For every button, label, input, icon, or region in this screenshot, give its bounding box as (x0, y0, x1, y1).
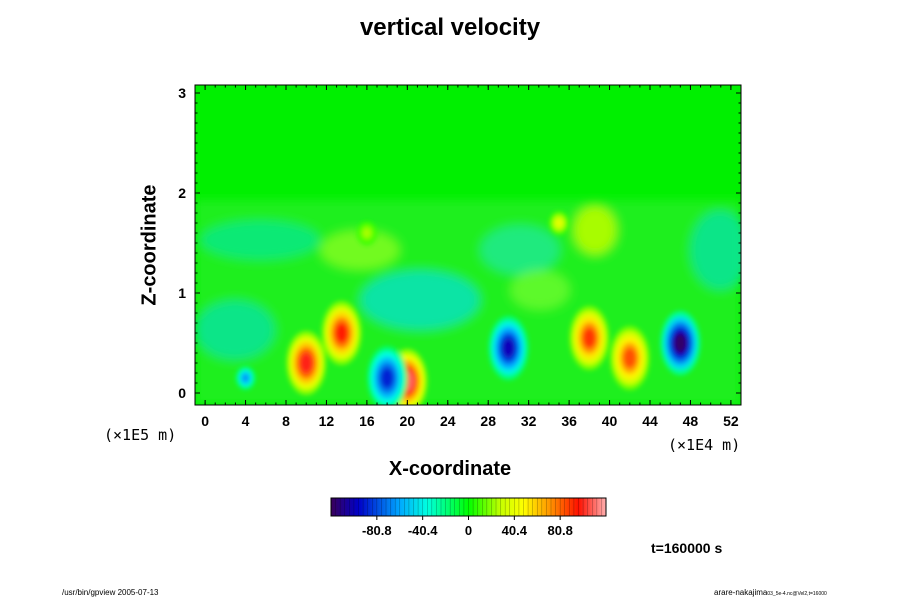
x-tick-label: 12 (319, 413, 335, 429)
x-tick-label: 0 (201, 413, 209, 429)
y-tick-label: 0 (178, 385, 186, 401)
heatmap-cell-updraft-5 (582, 327, 596, 349)
x-tick-label: 32 (521, 413, 537, 429)
heatmap-cell-updraft-6 (623, 347, 637, 369)
x-tick-label: 28 (480, 413, 496, 429)
footer-right-main: arare-nakajima (714, 588, 768, 597)
heatmap-cell-updraft-1 (299, 352, 313, 374)
x-tick-label: 8 (282, 413, 290, 429)
colorbar-tick-label: -80.8 (362, 523, 392, 538)
heatmap-cell-updraft-10 (363, 229, 371, 237)
x-tick-label: 48 (683, 413, 699, 429)
colorbar-tick-label: -40.4 (408, 523, 438, 538)
x-tick-label: 20 (400, 413, 416, 429)
footer-right: arare-nakajima03_5e-4.nc@Vel2,t=16000 (714, 588, 827, 597)
heatmap-cell-downdraft-7 (673, 332, 687, 354)
colorbar-tick-label: 40.4 (502, 523, 528, 538)
colorbar-tick-label: 0 (465, 523, 472, 538)
x-tick-label: 24 (440, 413, 456, 429)
heatmap-field (195, 85, 741, 405)
y-scale-label: (×1E5 m) (104, 426, 177, 444)
x-tick-label: 4 (242, 413, 250, 429)
heatmap-cell-downdraft-3 (380, 367, 394, 389)
x-tick-label: 36 (561, 413, 577, 429)
x-axis-label: X-coordinate (388, 458, 512, 480)
footer-left: /usr/bin/gpview 2005-07-13 (62, 588, 159, 597)
footer-right-sub: 03_5e-4.nc@Vel2,t=16000 (767, 591, 827, 597)
heatmap-cell-downdraft-4 (502, 337, 515, 359)
x-tick-label: 52 (723, 413, 739, 429)
time-annotation: t=160000 s (651, 540, 723, 556)
x-scale-label: (×1E4 m) (668, 436, 741, 454)
heatmap-cell-updraft-9 (555, 219, 563, 227)
y-axis-label: Z-coordinate (138, 184, 161, 306)
y-tick-label: 1 (178, 285, 186, 301)
chart-title: vertical velocity (359, 14, 541, 41)
x-tick-label: 40 (602, 413, 618, 429)
y-tick-label: 3 (178, 85, 186, 101)
heatmap-cell-updraft-0 (335, 322, 349, 344)
x-tick-label: 44 (642, 413, 658, 429)
y-tick-label: 2 (178, 185, 186, 201)
heatmap-cell-downdraft-8 (242, 374, 249, 382)
colorbar-tick-label: 80.8 (548, 523, 573, 538)
x-tick-label: 16 (359, 413, 375, 429)
